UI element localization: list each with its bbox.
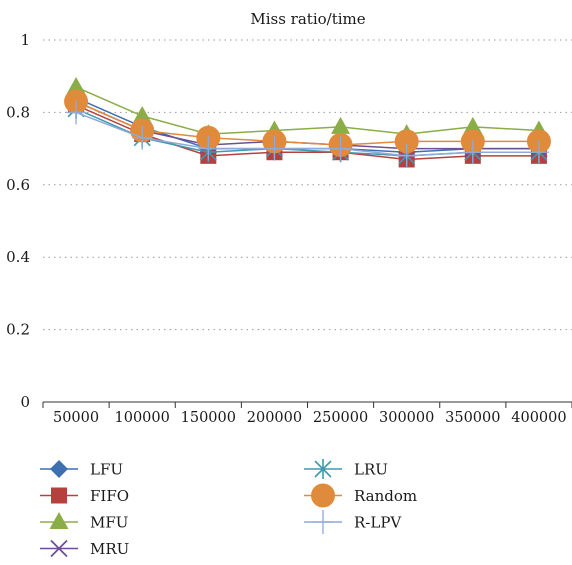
legend-marker xyxy=(50,460,68,478)
x-tick-label: 400000 xyxy=(511,410,566,426)
legend-item-random: Random xyxy=(304,483,417,508)
legend-marker xyxy=(49,512,69,529)
legend-item-mru: MRU xyxy=(40,539,129,558)
y-tick-label: 0 xyxy=(20,393,30,411)
legend-marker xyxy=(311,483,335,508)
legend-marker xyxy=(51,487,67,504)
data-point xyxy=(264,136,285,161)
data-point xyxy=(66,100,87,125)
legend: LFU FIFO MFU MRU LRU Random R-LPV xyxy=(40,459,417,558)
data-point xyxy=(396,143,417,168)
series-random xyxy=(64,89,551,157)
series-line xyxy=(75,104,539,161)
data-point xyxy=(66,77,86,95)
legend-item-mfu: MFU xyxy=(40,512,128,532)
gridlines xyxy=(43,39,572,331)
data-point xyxy=(330,136,351,161)
chart-title: Miss ratio/time xyxy=(250,10,365,28)
x-tick-label: 300000 xyxy=(379,410,434,426)
data-point xyxy=(394,129,419,154)
data-point xyxy=(331,116,351,134)
y-tick-label: 0.2 xyxy=(6,321,30,339)
data-point xyxy=(462,140,483,165)
legend-label: FIFO xyxy=(90,487,129,505)
legend-label: Random xyxy=(354,487,417,505)
legend-label: LRU xyxy=(354,461,388,479)
series-line xyxy=(75,86,539,135)
series-group xyxy=(64,77,551,168)
legend-marker xyxy=(314,459,332,479)
data-point xyxy=(528,140,549,165)
data-point xyxy=(463,116,483,134)
legend-item-r-lpv: R-LPV xyxy=(304,510,402,534)
legend-item-lfu: LFU xyxy=(40,460,123,479)
data-point xyxy=(198,136,219,161)
y-tick-label: 1 xyxy=(20,31,30,49)
x-tick-label: 250000 xyxy=(313,410,368,426)
x-tick-label: 350000 xyxy=(445,410,500,426)
data-point xyxy=(132,125,153,150)
x-tick-label: 200000 xyxy=(247,410,302,426)
x-tick-label: 50000 xyxy=(53,410,99,426)
legend-label: MFU xyxy=(90,514,128,532)
y-tick-label: 0.6 xyxy=(6,176,30,194)
axes xyxy=(42,401,572,408)
legend-label: LFU xyxy=(90,461,123,479)
series-line xyxy=(75,111,539,157)
y-tick-label: 0.4 xyxy=(6,248,30,266)
legend-item-lru: LRU xyxy=(304,459,388,479)
series-r-lpv xyxy=(66,100,549,168)
legend-marker xyxy=(50,539,68,558)
data-point xyxy=(132,106,152,124)
x-tick-label: 100000 xyxy=(115,410,170,426)
legend-marker xyxy=(313,510,333,534)
x-tick-label: 150000 xyxy=(181,410,236,426)
legend-label: R-LPV xyxy=(354,514,402,532)
y-tick-label: 0.8 xyxy=(6,103,30,121)
legend-label: MRU xyxy=(90,540,129,558)
legend-item-fifo: FIFO xyxy=(40,487,129,505)
